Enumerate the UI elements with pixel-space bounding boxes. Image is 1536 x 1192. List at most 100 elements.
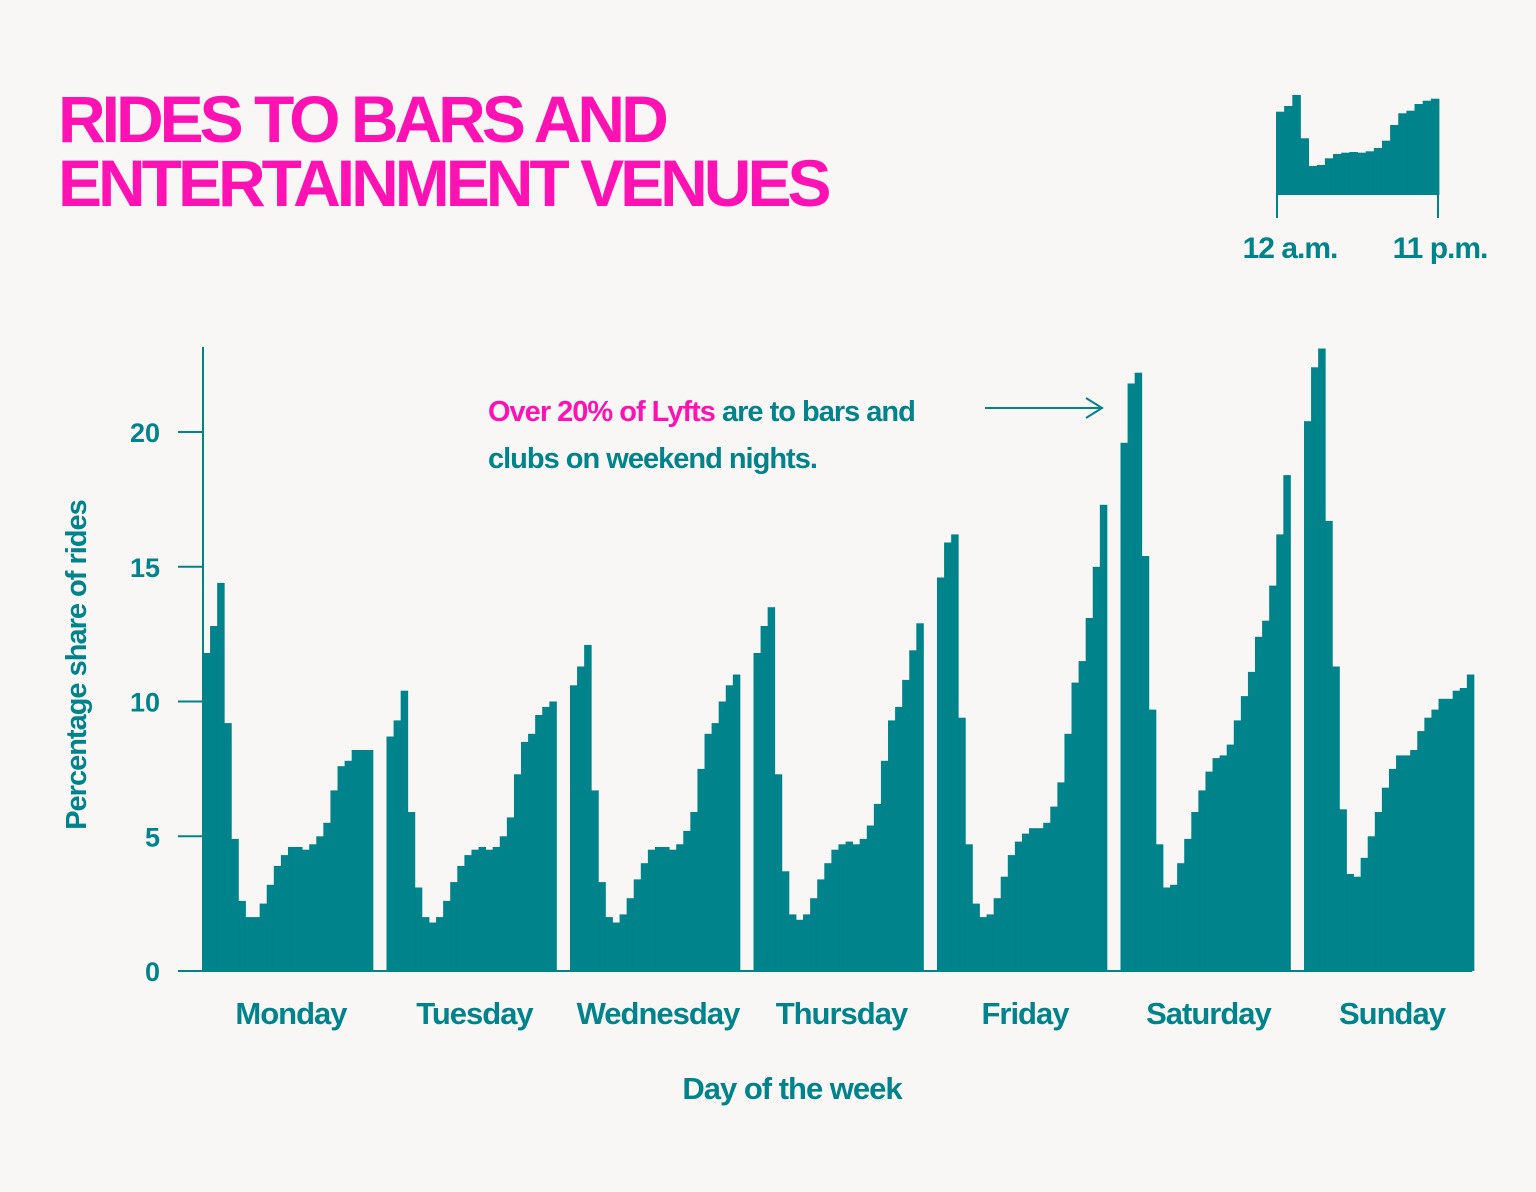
bar-monday-hour-4 <box>231 838 239 971</box>
bar-friday-hour-9 <box>1000 876 1009 971</box>
bar-saturday-hour-19 <box>1255 636 1263 971</box>
bar-tuesday-hour-5 <box>421 917 430 971</box>
bar-saturday-hour-17 <box>1240 696 1249 971</box>
bar-tuesday-hour-16 <box>499 836 508 972</box>
bar-saturday-hour-20 <box>1262 620 1270 971</box>
legend-glyph-bar <box>1292 95 1301 195</box>
bar-saturday-hour-6 <box>1162 887 1171 971</box>
bar-monday-hour-23 <box>365 750 374 971</box>
legend-glyph-bar <box>1341 152 1350 195</box>
bar-saturday-hour-15 <box>1226 744 1235 971</box>
bar-sunday-hour-10 <box>1374 812 1383 971</box>
bar-monday-hour-21 <box>351 750 360 971</box>
bar-saturday-hour-10 <box>1191 812 1199 971</box>
y-tick-label: 5 <box>145 822 160 852</box>
bar-wednesday-hour-12 <box>654 847 663 971</box>
bar-wednesday-hour-14 <box>669 849 677 971</box>
legend-glyph-bar <box>1373 148 1383 195</box>
bar-friday-hour-14 <box>1036 828 1044 971</box>
bar-wednesday-hour-19 <box>704 733 712 971</box>
bar-thursday-hour-18 <box>880 760 889 971</box>
bar-saturday-hour-13 <box>1212 758 1221 971</box>
bar-wednesday-hour-15 <box>676 844 684 971</box>
bar-tuesday-hour-10 <box>457 865 465 971</box>
bar-friday-hour-4 <box>965 844 973 971</box>
bar-wednesday-hour-23 <box>732 674 741 971</box>
bar-tuesday-hour-0 <box>386 736 394 971</box>
bar-friday-hour-12 <box>1021 833 1030 971</box>
bar-wednesday-hour-5 <box>605 917 613 971</box>
y-tick-label: 0 <box>145 957 160 987</box>
y-tick-label: 20 <box>130 418 160 448</box>
bar-wednesday-hour-10 <box>640 863 649 971</box>
bar-saturday-hour-23 <box>1283 475 1291 971</box>
day-group-friday <box>937 504 1108 972</box>
bar-sunday-hour-8 <box>1360 857 1369 971</box>
bar-tuesday-hour-11 <box>464 855 472 971</box>
bar-tuesday-hour-8 <box>443 900 451 971</box>
legend-glyph-bar <box>1316 165 1326 195</box>
bar-monday-hour-16 <box>316 836 324 972</box>
bar-thursday-hour-7 <box>803 914 811 971</box>
bar-sunday-hour-22 <box>1459 688 1468 971</box>
bar-saturday-hour-8 <box>1177 863 1185 971</box>
bar-friday-hour-13 <box>1029 828 1037 971</box>
bar-friday-hour-22 <box>1092 566 1101 972</box>
bar-sunday-hour-9 <box>1367 836 1376 972</box>
bar-monday-hour-1 <box>210 626 218 971</box>
legend-glyph-bar <box>1357 152 1367 195</box>
bar-monday-hour-12 <box>287 847 296 971</box>
bar-wednesday-hour-6 <box>612 922 620 971</box>
bar-saturday-hour-22 <box>1276 534 1284 971</box>
bar-friday-hour-19 <box>1071 682 1079 971</box>
annotation-line-1: Over 20% of Lyfts are to bars and <box>488 396 915 428</box>
bar-thursday-hour-4 <box>781 871 790 971</box>
bar-wednesday-hour-4 <box>598 882 606 971</box>
legend-glyph-bar <box>1276 111 1285 195</box>
x-tick-label: Friday <box>981 996 1070 1031</box>
bar-wednesday-hour-13 <box>662 847 670 971</box>
bar-monday-hour-7 <box>252 917 261 971</box>
bar-friday-hour-15 <box>1043 822 1051 971</box>
bar-friday-hour-1 <box>944 542 952 971</box>
bar-saturday-hour-9 <box>1184 838 1192 971</box>
bar-thursday-hour-9 <box>817 879 825 971</box>
bar-friday-hour-21 <box>1085 618 1094 971</box>
bar-friday-hour-0 <box>937 577 945 971</box>
legend-glyph-bar <box>1406 110 1415 195</box>
bar-wednesday-hour-8 <box>626 898 635 971</box>
x-tick-label: Saturday <box>1146 996 1272 1031</box>
bar-friday-hour-10 <box>1007 855 1016 971</box>
bar-monday-hour-2 <box>217 582 225 971</box>
bar-thursday-hour-3 <box>774 774 783 971</box>
legend-end-label: 11 p.m. <box>1393 232 1488 265</box>
bar-thursday-hour-2 <box>767 607 776 971</box>
bar-saturday-hour-12 <box>1205 771 1213 971</box>
day-group-wednesday <box>570 644 741 971</box>
bar-monday-hour-11 <box>280 855 289 971</box>
bar-friday-hour-5 <box>972 903 980 971</box>
bar-sunday-hour-16 <box>1417 731 1425 971</box>
bar-tuesday-hour-23 <box>549 701 557 971</box>
bar-monday-hour-20 <box>344 760 353 971</box>
bar-thursday-hour-20 <box>895 706 903 971</box>
legend-glyph-bar <box>1333 154 1342 195</box>
bar-sunday-hour-13 <box>1396 755 1404 971</box>
x-tick-labels: Monday Tuesday Wednesday Thursday Friday Satu… <box>235 996 1447 1031</box>
annotation-line-1-rest: are to bars and <box>715 396 915 428</box>
bar-wednesday-hour-20 <box>711 723 720 971</box>
bar-sunday-hour-15 <box>1410 750 1418 971</box>
bar-sunday-hour-12 <box>1388 768 1397 971</box>
bar-sunday-hour-18 <box>1431 709 1439 971</box>
day-group-monday <box>203 582 374 972</box>
bar-wednesday-hour-16 <box>683 830 691 971</box>
bar-friday-hour-20 <box>1078 661 1087 971</box>
hour-of-day-legend: 12 a.m. 11 p.m. <box>1243 95 1488 265</box>
bar-tuesday-hour-1 <box>393 720 402 971</box>
bar-tuesday-hour-20 <box>528 733 536 971</box>
annotation-highlight: Over 20% of Lyfts <box>488 396 715 428</box>
bar-sunday-hour-2 <box>1318 348 1326 971</box>
bar-sunday-hour-3 <box>1325 520 1333 971</box>
legend-glyph-bar <box>1381 140 1391 195</box>
